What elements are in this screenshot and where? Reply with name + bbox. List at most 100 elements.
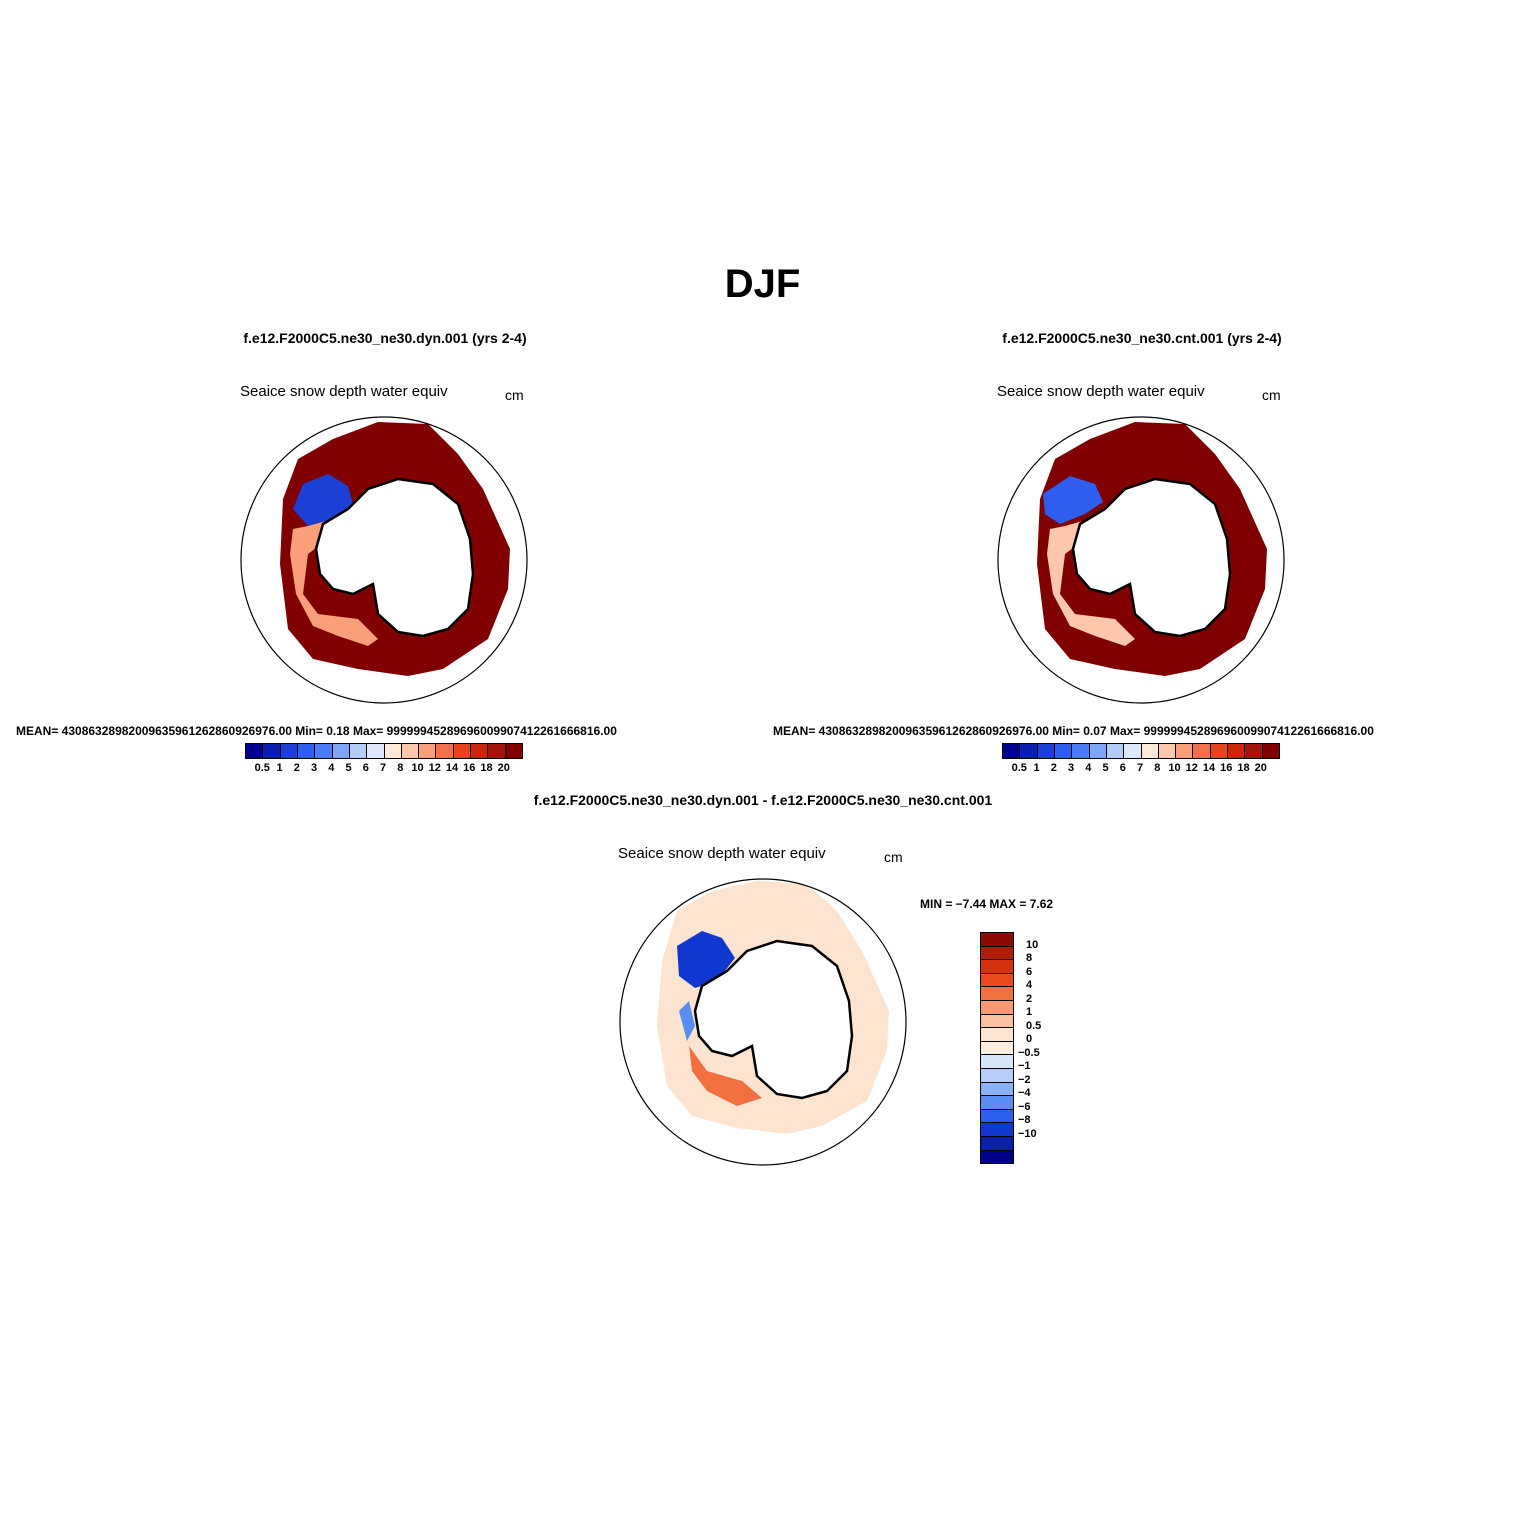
dyn-polar-map: [240, 416, 528, 704]
colorbar-tick-label: 1: [1033, 762, 1040, 774]
dyn-colorbar: [245, 743, 523, 759]
colorbar-tick-label: 0.5: [1026, 1019, 1042, 1032]
dyn-land-antarctica: [314, 477, 475, 638]
colorbar-tick-label: 3: [310, 762, 318, 774]
colorbar-tick-label: 7: [379, 762, 387, 774]
colorbar-swatch: [981, 933, 1013, 947]
colorbar-swatch: [1106, 744, 1125, 758]
colorbar-swatch: [1193, 744, 1211, 758]
colorbar-tick-label: 20: [497, 762, 510, 774]
dyn-colorbar-labels: 0.5 1 2 3 4 5 6 7 8 10 12 14 16 18 20: [245, 762, 521, 776]
colorbar-tick-label: 10: [1168, 762, 1181, 774]
colorbar-swatch: [419, 744, 437, 758]
colorbar-swatch: [471, 744, 489, 758]
colorbar-swatch: [1124, 744, 1142, 758]
colorbar-tick-label: −10: [1018, 1127, 1037, 1140]
colorbar-swatch: [981, 1136, 1013, 1151]
colorbar-swatch: [981, 946, 1013, 961]
colorbar-swatch: [1003, 744, 1021, 758]
colorbar-tick-label: 16: [463, 762, 476, 774]
cnt-blue-anomaly: [1043, 476, 1103, 524]
diff-colorbar: [980, 932, 1014, 1164]
colorbar-tick-label: 14: [1202, 762, 1216, 774]
colorbar-swatch: [1089, 744, 1107, 758]
colorbar-swatch: [367, 744, 385, 758]
diff-blue-band: [679, 1001, 695, 1041]
cnt-units-label: cm: [1262, 387, 1281, 403]
colorbar-swatch: [1054, 744, 1073, 758]
colorbar-swatch: [384, 744, 402, 758]
dyn-stats-line: MEAN= 43086328982009635961262860926976.0…: [16, 724, 617, 738]
colorbar-swatch: [280, 744, 298, 758]
diff-red-band: [689, 1046, 762, 1106]
colorbar-swatch: [981, 960, 1013, 974]
colorbar-swatch: [315, 744, 333, 758]
colorbar-tick-label: 10: [1026, 938, 1039, 951]
dyn-panel-title: f.e12.F2000C5.ne30_ne30.dyn.001 (yrs 2-4…: [243, 330, 527, 346]
dyn-blue-anomaly: [293, 474, 353, 526]
colorbar-tick-label: 4: [328, 762, 335, 774]
colorbar-swatch: [505, 744, 522, 758]
colorbar-swatch: [981, 1028, 1013, 1042]
colorbar-tick-label: 12: [428, 762, 441, 774]
cnt-colorbar-labels: 0.5 1 2 3 4 5 6 7 8 10 12 14 16 18 20: [1002, 762, 1278, 776]
dyn-light-band: [290, 514, 378, 646]
cnt-panel-title: f.e12.F2000C5.ne30_ne30.cnt.001 (yrs 2-4…: [1002, 330, 1282, 346]
diff-panel-title: f.e12.F2000C5.ne30_ne30.dyn.001 - f.e12.…: [533, 792, 993, 808]
colorbar-swatch: [981, 1014, 1013, 1029]
colorbar-swatch: [981, 1000, 1013, 1015]
cnt-light-band: [1047, 514, 1135, 646]
colorbar-tick-label: 16: [1220, 762, 1233, 774]
colorbar-swatch: [981, 1041, 1013, 1056]
colorbar-tick-label: −2: [1018, 1073, 1031, 1086]
colorbar-tick-label: 6: [1026, 965, 1033, 978]
dyn-units-label: cm: [505, 387, 524, 403]
colorbar-swatch: [246, 744, 264, 758]
colorbar-swatch: [981, 1123, 1013, 1137]
colorbar-swatch: [1037, 744, 1055, 758]
colorbar-tick-label: 2: [293, 762, 300, 774]
colorbar-swatch: [981, 973, 1013, 988]
colorbar-tick-label: −6: [1018, 1100, 1031, 1113]
colorbar-tick-label: 6: [362, 762, 369, 774]
colorbar-swatch: [981, 1150, 1013, 1164]
colorbar-tick-label: 14: [445, 762, 459, 774]
diff-polar-map: [619, 878, 907, 1166]
colorbar-swatch: [981, 1096, 1013, 1110]
colorbar-tick-label: 5: [1102, 762, 1109, 774]
colorbar-tick-label: 10: [411, 762, 424, 774]
colorbar-tick-label: 2: [1050, 762, 1057, 774]
colorbar-swatch: [349, 744, 368, 758]
cnt-stats-line: MEAN= 43086328982009635961262860926976.0…: [773, 724, 1374, 738]
colorbar-tick-label: 7: [1136, 762, 1144, 774]
colorbar-tick-label: −8: [1018, 1114, 1031, 1127]
colorbar-tick-label: 1: [1026, 1006, 1033, 1019]
colorbar-tick-label: 1: [276, 762, 283, 774]
colorbar-tick-label: 8: [1154, 762, 1161, 774]
colorbar-swatch: [1072, 744, 1090, 758]
colorbar-tick-label: 4: [1026, 979, 1033, 992]
diff-variable-label: Seaice snow depth water equiv: [618, 845, 826, 862]
colorbar-swatch: [981, 1109, 1013, 1124]
colorbar-swatch: [297, 744, 316, 758]
colorbar-tick-label: 0: [1026, 1033, 1033, 1046]
colorbar-swatch: [981, 1068, 1013, 1083]
diff-colorbar-labels: 10 8 6 4 2 1 0.5 0 −0.5 −1 −2 −4 −6 −8 −10: [1018, 932, 1078, 1162]
colorbar-swatch: [488, 744, 506, 758]
colorbar-swatch: [332, 744, 350, 758]
colorbar-tick-label: 3: [1067, 762, 1075, 774]
colorbar-tick-label: 0.5: [1011, 762, 1027, 774]
diff-land-antarctica: [693, 939, 854, 1100]
diff-units-label: cm: [884, 849, 903, 865]
colorbar-swatch: [1228, 744, 1246, 758]
colorbar-tick-label: 12: [1185, 762, 1198, 774]
cnt-variable-label: Seaice snow depth water equiv: [997, 383, 1205, 400]
colorbar-tick-label: 20: [1254, 762, 1267, 774]
colorbar-swatch: [1262, 744, 1279, 758]
colorbar-swatch: [981, 1082, 1013, 1097]
colorbar-swatch: [1158, 744, 1177, 758]
cnt-polar-map: [997, 416, 1285, 704]
colorbar-tick-label: 8: [397, 762, 404, 774]
colorbar-swatch: [1245, 744, 1263, 758]
colorbar-swatch: [263, 744, 281, 758]
